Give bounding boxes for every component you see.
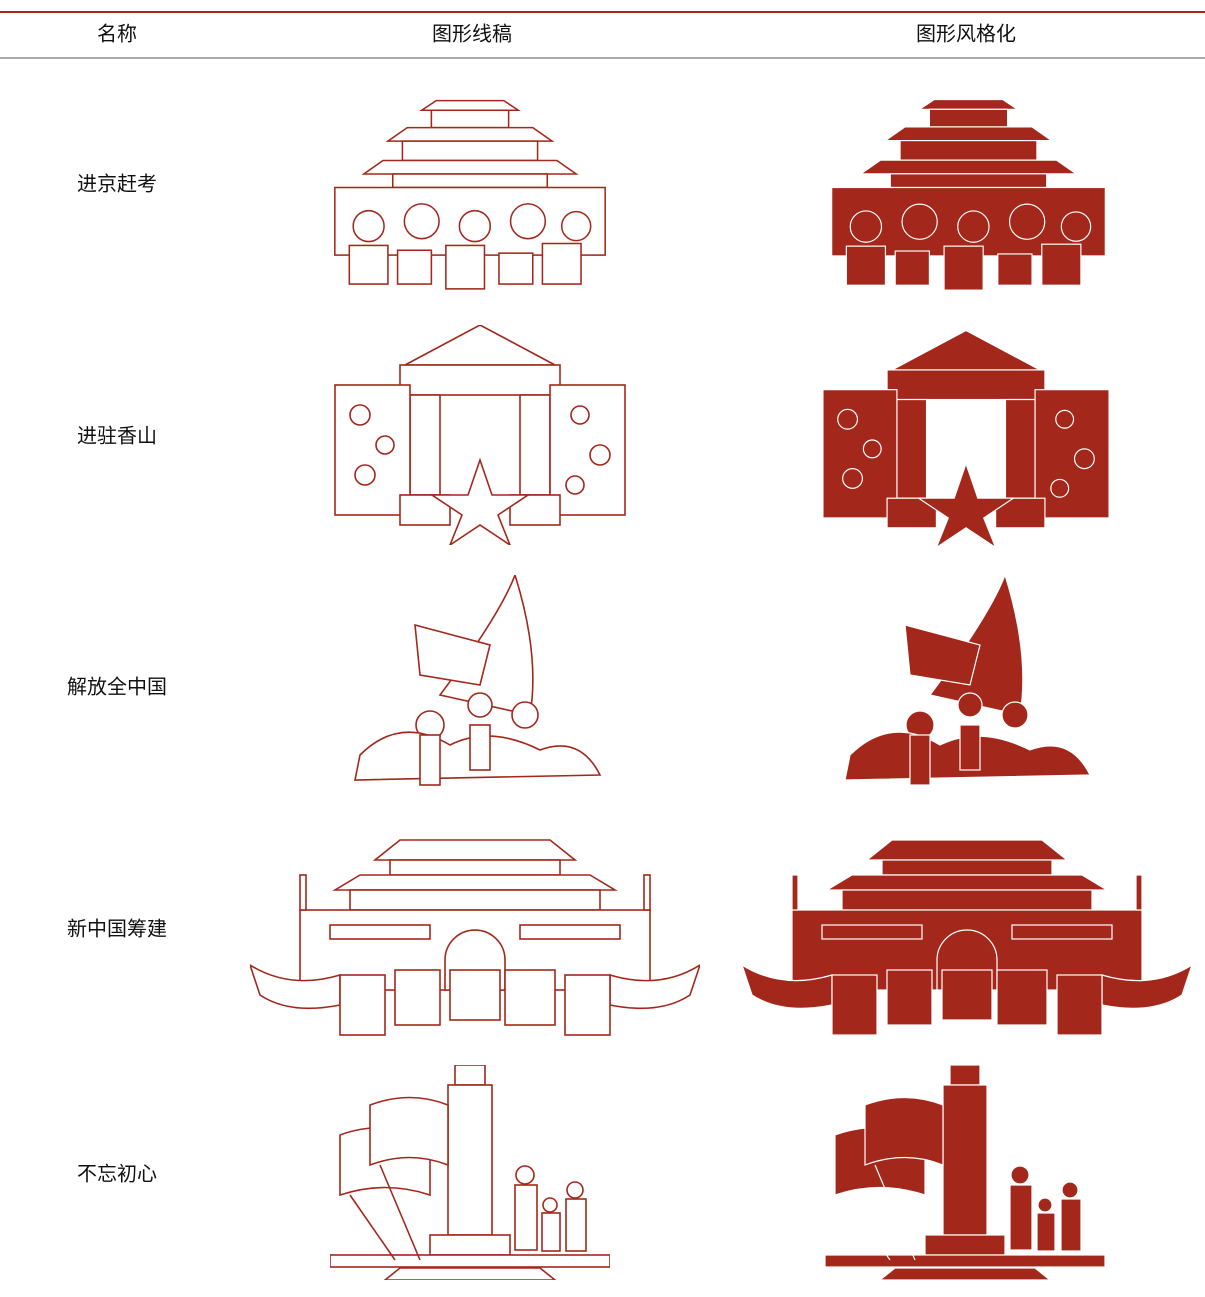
line-drawing (330, 1065, 610, 1280)
styled-drawing (831, 98, 1106, 291)
header-cell: 名称 (97, 22, 137, 46)
header-cell: 图形线稿 (432, 22, 512, 46)
header-cell: 图形风格化 (916, 22, 1016, 46)
line-drawing (250, 839, 700, 1036)
styled-drawing (824, 1065, 1106, 1280)
line-drawing (334, 99, 606, 290)
styled-drawing (844, 575, 1091, 786)
row-name: 进驻香山 (77, 424, 157, 448)
line-drawing (354, 575, 601, 786)
styled-drawing (822, 330, 1110, 548)
row-name: 解放全中国 (67, 675, 167, 699)
styled-drawing (742, 839, 1192, 1036)
row-name: 进京赶考 (77, 172, 157, 196)
row-name: 不忘初心 (77, 1162, 157, 1186)
line-drawing (334, 325, 626, 545)
row-name: 新中国筹建 (67, 917, 167, 941)
